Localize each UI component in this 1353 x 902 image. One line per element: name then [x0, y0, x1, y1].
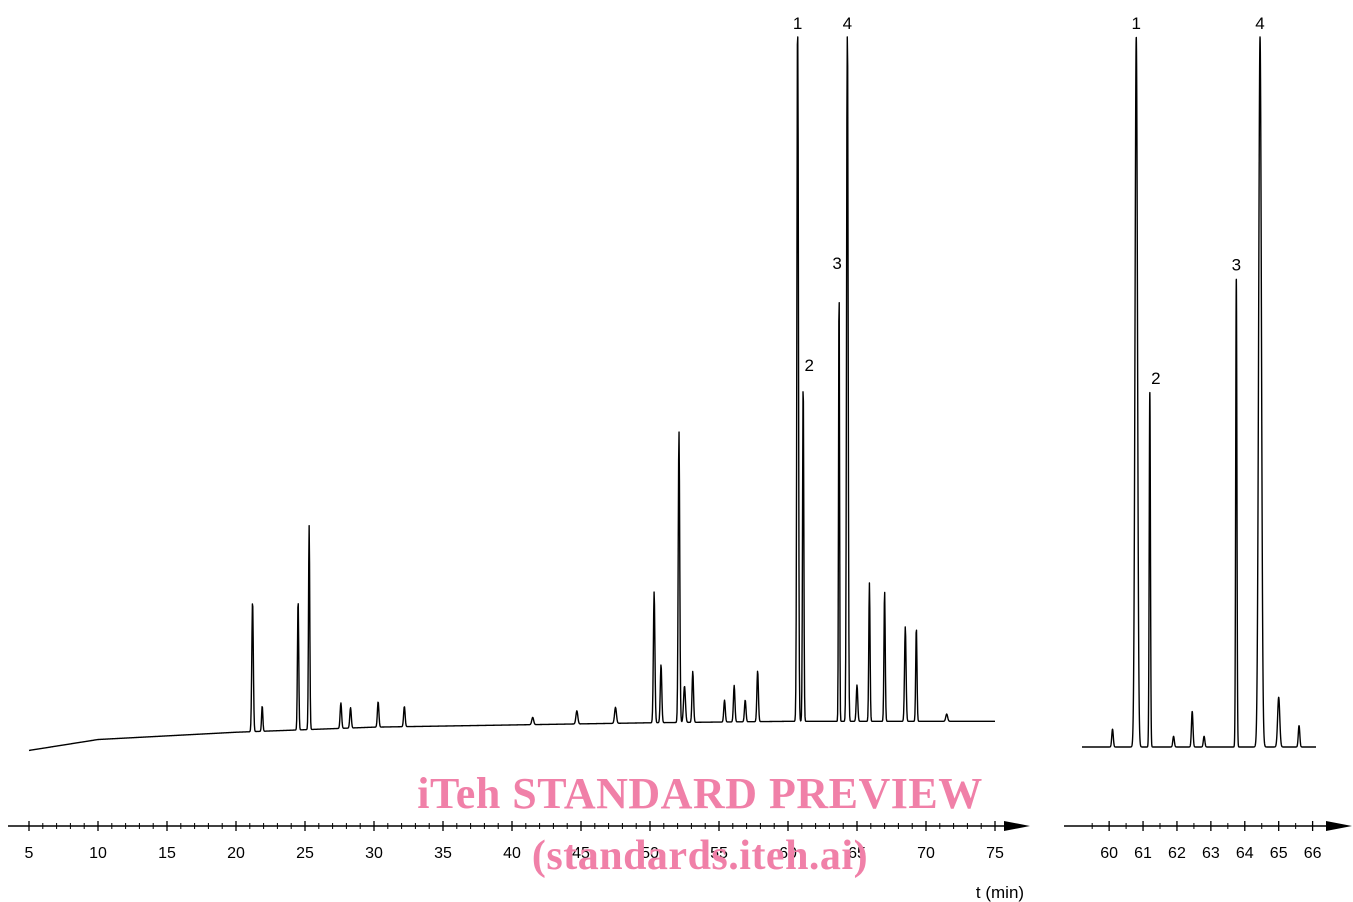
peak-label-1: 1 [793, 14, 802, 33]
x-tick-label: 60 [779, 845, 797, 862]
watermark-title: iTeh STANDARD PREVIEW [417, 769, 983, 818]
x-tick-label: 60 [1100, 845, 1118, 862]
x-tick-label: 15 [158, 845, 176, 862]
x-tick-label: 62 [1168, 845, 1186, 862]
x-axis-arrow [1004, 821, 1030, 831]
chromatogram-trace [28, 36, 996, 752]
x-tick-label: 40 [503, 845, 521, 862]
x-tick-label: 35 [434, 845, 452, 862]
x-tick-label: 5 [25, 845, 34, 862]
x-tick-label: 55 [710, 845, 728, 862]
x-tick-label: 63 [1202, 845, 1220, 862]
x-tick-label: 10 [89, 845, 107, 862]
x-tick-label: 25 [296, 845, 314, 862]
x-tick-label: 45 [572, 845, 590, 862]
peak-label-4: 4 [843, 14, 852, 33]
x-tick-label: 70 [917, 845, 935, 862]
peak-label-4: 4 [1255, 14, 1264, 33]
x-tick-label: 75 [986, 845, 1004, 862]
x-tick-label: 66 [1304, 845, 1322, 862]
expanded-region-panel: 1 2 3 4 60 61 62 63 64 65 66 [1064, 14, 1352, 862]
x-axis-title: t (min) [976, 883, 1024, 902]
peak-label-3: 3 [1232, 255, 1241, 274]
x-tick-label: 61 [1134, 845, 1152, 862]
peak-label-3: 3 [832, 254, 841, 273]
x-tick-label: 50 [641, 845, 659, 862]
x-tick-label: 65 [1270, 845, 1288, 862]
peak-label-1: 1 [1132, 14, 1141, 33]
x-tick-label: 20 [227, 845, 245, 862]
peak-label-2: 2 [1151, 369, 1160, 388]
x-tick-label: 64 [1236, 845, 1254, 862]
x-axis-arrow [1326, 821, 1352, 831]
chromatogram-trace [1081, 36, 1317, 748]
peak-label-2: 2 [804, 356, 813, 375]
watermark-url: (standards.iteh.ai) [531, 833, 869, 879]
x-tick-label: 30 [365, 845, 383, 862]
x-tick-label: 65 [848, 845, 866, 862]
